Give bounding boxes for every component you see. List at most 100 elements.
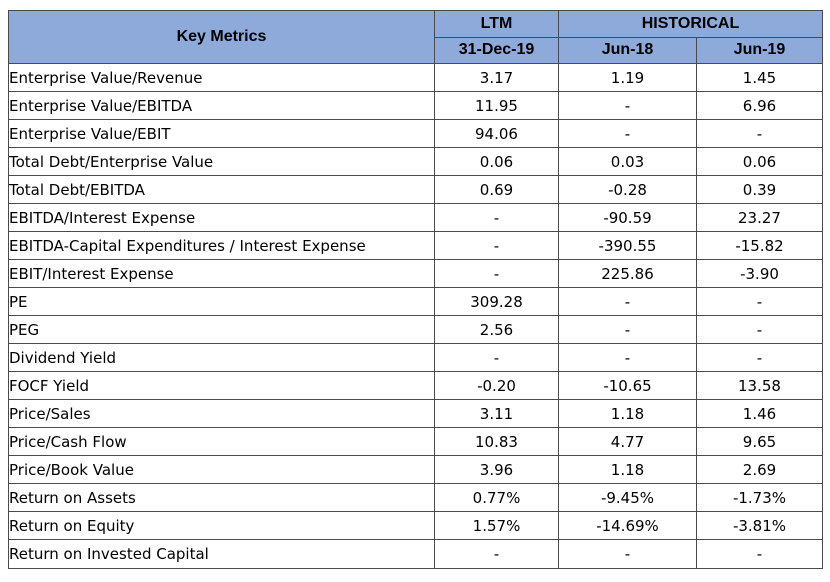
table-row: Enterprise Value/Revenue 3.17 1.19 1.45 — [8, 63, 823, 92]
ltm-value: 94.06 — [434, 119, 559, 148]
table-row: Return on Assets 0.77% -9.45% -1.73% — [8, 483, 823, 512]
ltm-value: 1.57% — [434, 511, 559, 540]
metric-label: Return on Equity — [8, 511, 435, 540]
table-row: PE 309.28- - — [8, 287, 823, 316]
metrics-body: Enterprise Value/Revenue 3.17 1.19 1.45 Ente… — [8, 63, 823, 569]
jun19-value: - — [696, 315, 823, 344]
jun19-value: -3.90 — [696, 259, 823, 288]
key-metrics-table: Key Metrics LTM HISTORICAL 31-Dec-19 Jun… — [8, 10, 823, 569]
jun18-value: - — [558, 343, 697, 372]
jun18-value: - — [558, 119, 697, 148]
ltm-value: 0.69 — [434, 175, 559, 204]
header-row-dates: 31-Dec-19 Jun-18 Jun-19 — [9, 36, 823, 64]
metric-label: Price/Book Value — [8, 455, 435, 484]
ltm-value: - — [434, 343, 559, 372]
metric-label: Total Debt/EBITDA — [8, 175, 435, 204]
jun18-value: 1.18 — [558, 455, 697, 484]
metric-label: Dividend Yield — [8, 343, 435, 372]
metric-label: Enterprise Value/EBIT — [8, 119, 435, 148]
table-row: FOCF Yield -0.20 -10.65 13.58 — [8, 371, 823, 400]
table-row: Price/Book Value 3.96 1.18 2.69 — [8, 455, 823, 484]
ltm-value: -0.20 — [434, 371, 559, 400]
historical-header: HISTORICAL — [558, 10, 823, 38]
table-row: Return on Equity 1.57% -14.69% -3.81% — [8, 511, 823, 540]
ltm-value: 309.28 — [434, 287, 559, 316]
jun19-value: -15.82 — [696, 231, 823, 260]
jun18-value: - — [558, 287, 697, 316]
ltm-header: LTM — [434, 10, 559, 38]
ltm-value: 10.83 — [434, 427, 559, 456]
metric-label: PEG — [8, 315, 435, 344]
metric-label: PE — [8, 287, 435, 316]
metric-label: Enterprise Value/EBITDA — [8, 91, 435, 120]
metric-label: Enterprise Value/Revenue — [8, 63, 435, 92]
metric-label: Total Debt/Enterprise Value — [8, 147, 435, 176]
ltm-value: - — [434, 259, 559, 288]
jun18-value: -90.59 — [558, 203, 697, 232]
jun18-value: 225.86 — [558, 259, 697, 288]
ltm-value: - — [434, 539, 559, 569]
jun18-value: - — [558, 91, 697, 120]
jun18-value: -390.55 — [558, 231, 697, 260]
jun19-value: 9.65 — [696, 427, 823, 456]
jun18-value: 4.77 — [558, 427, 697, 456]
ltm-value: - — [434, 231, 559, 260]
jun19-value: - — [696, 119, 823, 148]
metric-label: EBITDA-Capital Expenditures / Interest E… — [8, 231, 435, 260]
jun19-value: 13.58 — [696, 371, 823, 400]
jun18-value: - — [558, 315, 697, 344]
jun19-value: 0.06 — [696, 147, 823, 176]
jun18-value: -14.69% — [558, 511, 697, 540]
jun18-value: - — [558, 539, 697, 569]
jun19-value: 0.39 — [696, 175, 823, 204]
metric-label: EBIT/Interest Expense — [8, 259, 435, 288]
table-row: Enterprise Value/EBIT 94.06- - — [8, 119, 823, 148]
table-row: Total Debt/Enterprise Value 0.06 0.03 0.06 — [8, 147, 823, 176]
jun18-value: 1.19 — [558, 63, 697, 92]
jun19-value: 23.27 — [696, 203, 823, 232]
metric-label: Return on Invested Capital — [8, 539, 435, 569]
ltm-value: 3.17 — [434, 63, 559, 92]
jun18-header: Jun-18 — [558, 36, 697, 64]
jun18-value: 1.18 — [558, 399, 697, 428]
ltm-value: 3.96 — [434, 455, 559, 484]
ltm-value: 2.56 — [434, 315, 559, 344]
metric-label: Price/Sales — [8, 399, 435, 428]
table-row: PEG 2.56- - — [8, 315, 823, 344]
metric-label: EBITDA/Interest Expense — [8, 203, 435, 232]
key-metrics-header: Key Metrics — [8, 10, 435, 64]
ltm-value: 11.95 — [434, 91, 559, 120]
table-row: Dividend Yield - - - — [8, 343, 823, 372]
jun19-value: - — [696, 287, 823, 316]
table-row: EBITDA-Capital Expenditures / Interest E… — [8, 231, 823, 260]
jun18-value: 0.03 — [558, 147, 697, 176]
jun19-value: - — [696, 343, 823, 372]
header-row-top: Key Metrics LTM HISTORICAL — [8, 10, 823, 64]
jun19-value: 2.69 — [696, 455, 823, 484]
metrics-table-container: Key Metrics LTM HISTORICAL 31-Dec-19 Jun… — [8, 10, 823, 569]
table-row: Return on Invested Capital - - - — [8, 539, 823, 569]
table-row: EBIT/Interest Expense -225.86 -3.90 — [8, 259, 823, 288]
metric-label: Return on Assets — [8, 483, 435, 512]
jun18-value: -10.65 — [558, 371, 697, 400]
ltm-value: 3.11 — [434, 399, 559, 428]
ltm-date-header: 31-Dec-19 — [434, 36, 559, 64]
jun19-value: 6.96 — [696, 91, 823, 120]
jun18-value: -0.28 — [558, 175, 697, 204]
ltm-value: 0.06 — [434, 147, 559, 176]
ltm-value: - — [434, 203, 559, 232]
jun19-value: -3.81% — [696, 511, 823, 540]
jun19-value: -1.73% — [696, 483, 823, 512]
jun19-value: 1.46 — [696, 399, 823, 428]
metric-label: Price/Cash Flow — [8, 427, 435, 456]
table-row: Total Debt/EBITDA 0.69 -0.28 0.39 — [8, 175, 823, 204]
table-row: Enterprise Value/EBITDA 11.95-6.96 — [8, 91, 823, 120]
table-row: Price/Cash Flow 10.83 4.77 9.65 — [8, 427, 823, 456]
table-row: Price/Sales 3.11 1.18 1.46 — [8, 399, 823, 428]
table-row: EBITDA/Interest Expense - -90.59 23.27 — [8, 203, 823, 232]
jun19-header: Jun-19 — [696, 36, 823, 64]
jun19-value: - — [696, 539, 823, 569]
ltm-value: 0.77% — [434, 483, 559, 512]
metric-label: FOCF Yield — [8, 371, 435, 400]
jun18-value: -9.45% — [558, 483, 697, 512]
